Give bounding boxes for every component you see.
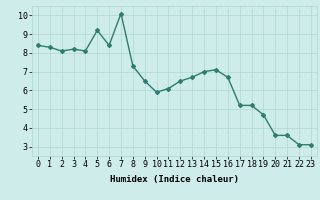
- X-axis label: Humidex (Indice chaleur): Humidex (Indice chaleur): [110, 175, 239, 184]
